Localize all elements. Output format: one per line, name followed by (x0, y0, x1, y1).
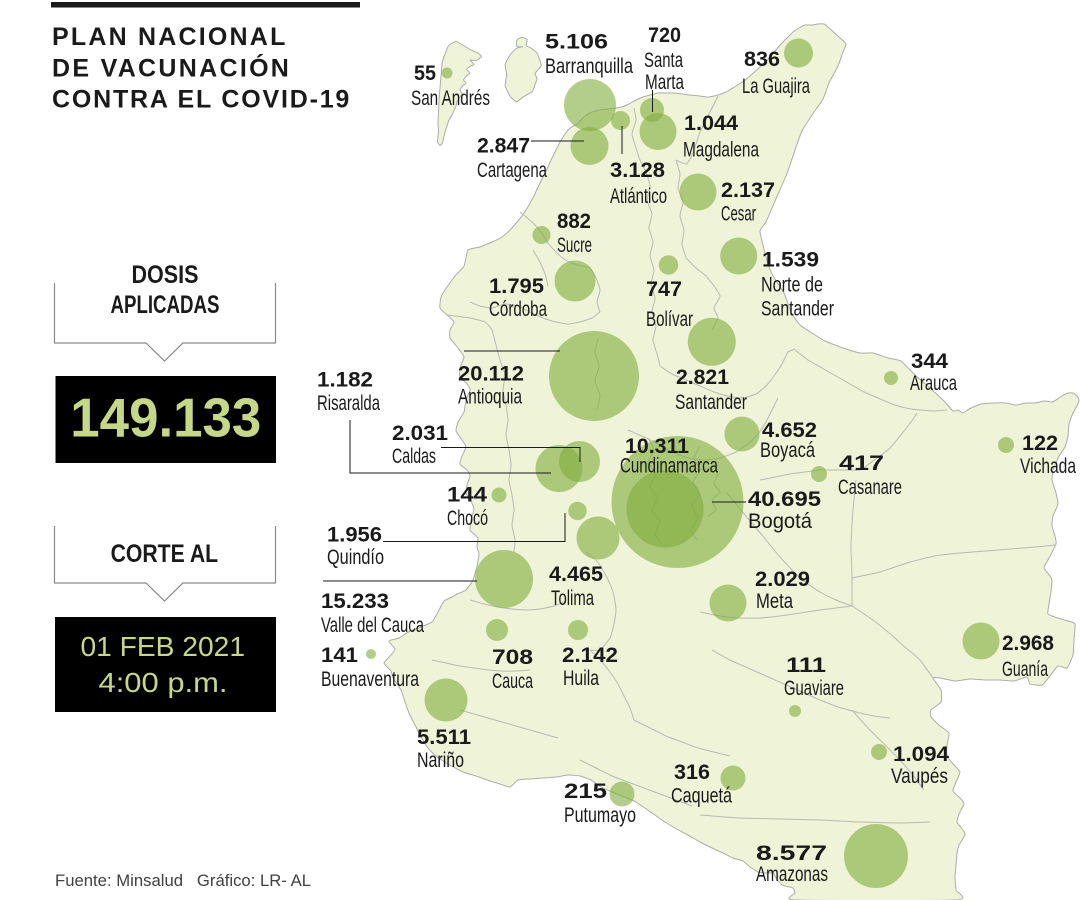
svg-text:10.311: 10.311 (625, 435, 689, 458)
svg-text:20.112: 20.112 (458, 363, 524, 386)
svg-text:Santa: Santa (644, 49, 683, 72)
svg-text:15.233: 15.233 (321, 590, 389, 613)
svg-text:Quindío: Quindío (327, 546, 384, 569)
svg-text:344: 344 (911, 350, 948, 373)
svg-text:2.821: 2.821 (676, 366, 729, 389)
svg-text:747: 747 (646, 278, 682, 301)
svg-text:Valle del Cauca: Valle del Cauca (321, 614, 424, 637)
svg-text:CORTE AL: CORTE AL (111, 540, 219, 568)
svg-text:Tolima: Tolima (551, 587, 594, 610)
svg-text:Buenaventura: Buenaventura (321, 668, 419, 691)
svg-text:Cesar: Cesar (721, 203, 756, 226)
svg-text:1.094: 1.094 (893, 743, 949, 766)
svg-text:1.795: 1.795 (489, 275, 544, 298)
svg-text:Barranquilla: Barranquilla (545, 55, 633, 78)
svg-text:CONTRA EL COVID-19: CONTRA EL COVID-19 (52, 86, 351, 114)
svg-text:Boyacá: Boyacá (760, 439, 815, 462)
svg-text:144: 144 (447, 484, 487, 507)
svg-text:2.142: 2.142 (562, 644, 618, 667)
svg-text:316: 316 (674, 761, 710, 784)
svg-text:DOSIS: DOSIS (132, 261, 199, 289)
svg-text:122: 122 (1022, 432, 1058, 455)
svg-text:2.031: 2.031 (392, 422, 448, 445)
svg-text:Chocó: Chocó (447, 507, 488, 530)
svg-text:Casanare: Casanare (838, 476, 902, 499)
svg-text:Atlántico: Atlántico (610, 185, 667, 208)
svg-text:3.128: 3.128 (610, 159, 665, 182)
svg-text:4.652: 4.652 (762, 419, 817, 442)
svg-text:5.511: 5.511 (417, 726, 471, 749)
svg-text:720: 720 (648, 24, 681, 47)
svg-text:Córdoba: Córdoba (489, 298, 547, 321)
svg-text:40.695: 40.695 (748, 488, 821, 511)
svg-text:Risaralda: Risaralda (317, 392, 380, 415)
svg-text:Caquetá: Caquetá (671, 785, 732, 808)
svg-text:1.956: 1.956 (327, 524, 382, 547)
svg-text:Cartagena: Cartagena (477, 159, 547, 182)
svg-text:836: 836 (744, 48, 780, 71)
svg-text:Amazonas: Amazonas (756, 863, 828, 886)
svg-text:5.106: 5.106 (545, 31, 608, 54)
svg-text:4.465: 4.465 (549, 563, 603, 586)
svg-text:708: 708 (492, 646, 533, 669)
svg-text:Santander: Santander (675, 391, 747, 414)
svg-text:141: 141 (321, 644, 358, 667)
svg-text:Fuente: Minsalud Gráfico: LR: Fuente: Minsalud Gráfico: LR- AL (55, 871, 311, 890)
svg-text:Arauca: Arauca (910, 372, 957, 395)
svg-text:Marta: Marta (645, 71, 684, 94)
svg-text:La Guajira: La Guajira (742, 75, 810, 98)
svg-text:APLICADAS: APLICADAS (111, 291, 220, 319)
svg-text:Cundinamarca: Cundinamarca (620, 455, 718, 478)
svg-text:1.182: 1.182 (317, 369, 373, 392)
svg-text:Santander: Santander (761, 298, 834, 321)
svg-text:2.847: 2.847 (477, 135, 530, 158)
svg-text:Cauca: Cauca (492, 670, 533, 693)
svg-text:Antioquia: Antioquia (458, 386, 522, 409)
svg-text:2.968: 2.968 (1002, 632, 1054, 655)
svg-text:Vaupés: Vaupés (891, 765, 948, 788)
svg-text:8.577: 8.577 (756, 842, 827, 865)
svg-text:417: 417 (839, 452, 884, 475)
svg-text:01 FEB 2021: 01 FEB 2021 (81, 631, 246, 662)
svg-text:DE VACUNACIÓN: DE VACUNACIÓN (52, 53, 291, 83)
svg-text:Guanía: Guanía (1002, 658, 1048, 681)
svg-text:Vichada: Vichada (1020, 455, 1076, 478)
svg-text:2.137: 2.137 (721, 179, 775, 202)
svg-text:1.539: 1.539 (762, 249, 819, 272)
svg-text:Bogotá: Bogotá (748, 510, 812, 533)
svg-text:1.044: 1.044 (684, 112, 738, 135)
svg-text:4:00 p.m.: 4:00 p.m. (99, 667, 228, 698)
svg-text:San Andrés: San Andrés (411, 87, 490, 110)
svg-text:Putumayo: Putumayo (564, 804, 636, 827)
svg-text:Sucre: Sucre (557, 234, 592, 257)
svg-text:Huila: Huila (563, 667, 599, 690)
svg-text:882: 882 (557, 210, 591, 233)
svg-text:Guaviare: Guaviare (784, 677, 844, 700)
svg-text:Norte de: Norte de (761, 274, 823, 297)
svg-text:Magdalena: Magdalena (683, 139, 759, 162)
svg-text:55: 55 (414, 62, 436, 85)
svg-text:215: 215 (564, 780, 607, 803)
svg-text:Meta: Meta (756, 590, 793, 613)
svg-text:149.133: 149.133 (70, 387, 261, 448)
svg-text:Caldas: Caldas (392, 445, 436, 468)
svg-text:2.029: 2.029 (755, 568, 810, 591)
svg-text:PLAN NACIONAL: PLAN NACIONAL (52, 23, 288, 51)
svg-text:111: 111 (786, 654, 826, 677)
svg-text:Nariño: Nariño (417, 749, 464, 772)
svg-text:Bolívar: Bolívar (646, 308, 693, 331)
